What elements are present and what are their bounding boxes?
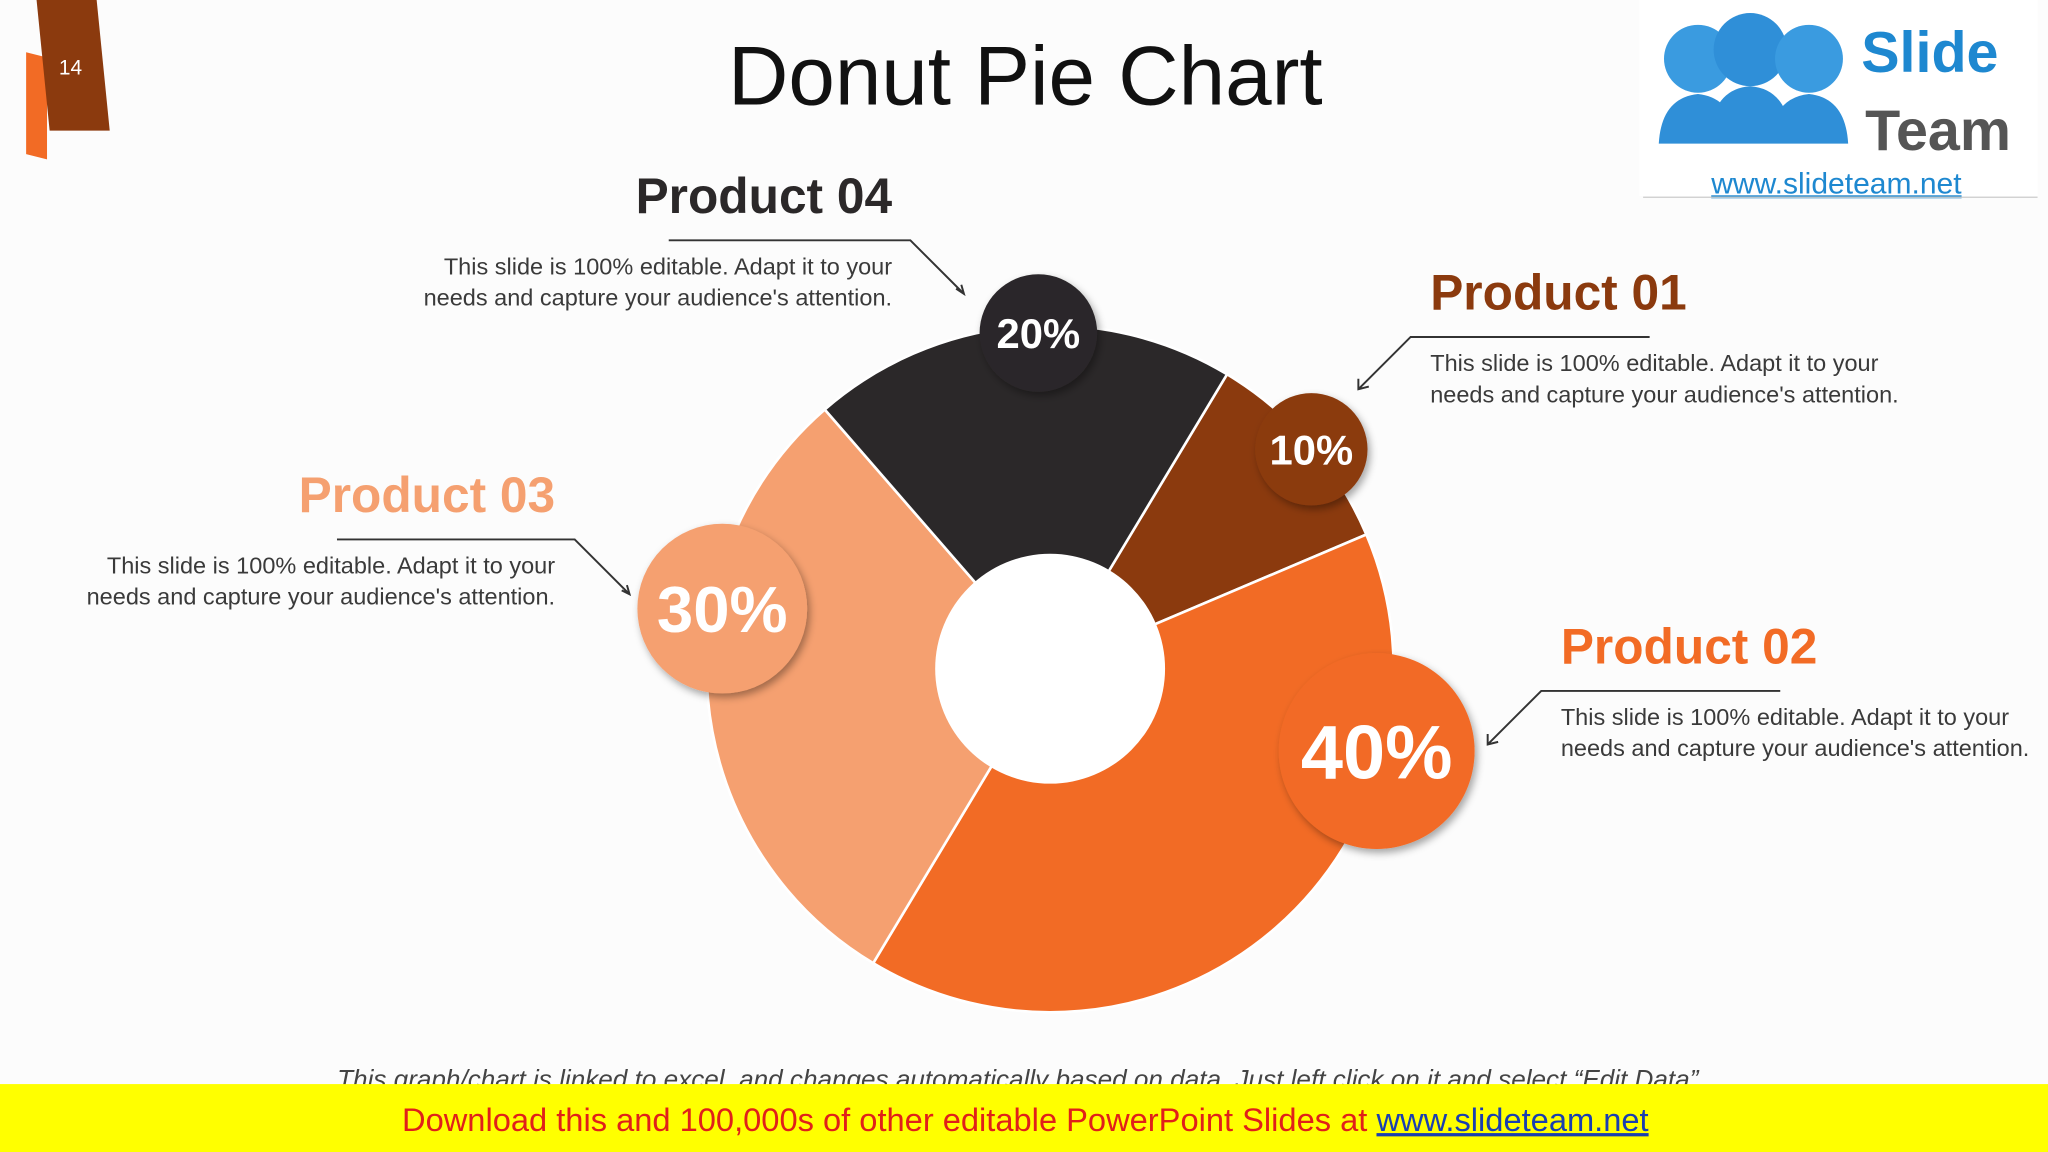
- category-title: Product 02: [1560, 620, 1818, 676]
- logo-text: Team: [1865, 99, 2011, 163]
- description: This slide is 100% editable. Adapt it to…: [86, 552, 556, 610]
- donut: 10% 40% 30% 20%: [637, 274, 1475, 1014]
- value-badge: [1255, 393, 1368, 506]
- logo-icon: [1713, 13, 1787, 87]
- leader: [336, 538, 632, 597]
- description: This slide is 100% editable. Adapt it to…: [423, 253, 893, 311]
- callouts: [336, 239, 1781, 746]
- value-badge: [637, 523, 808, 694]
- leader: [668, 239, 966, 297]
- value-label: 20%: [997, 310, 1081, 357]
- logo: Slide Team www.slideteam.net: [1639, 0, 2038, 200]
- value-badge: [979, 274, 1098, 392]
- category-title: Product 01: [1430, 266, 1687, 322]
- description: This slide is 100% editable. Adapt it to…: [1430, 350, 1899, 407]
- leader: [1357, 335, 1650, 391]
- logo-url: www.slideteam.net: [1710, 167, 1962, 200]
- banner: [0, 1084, 2048, 1152]
- banner-text: Download this and 100,000s of other edit…: [402, 1101, 1649, 1138]
- banner-text: Download this and 100,000s of other edit…: [402, 1101, 1367, 1138]
- logo-icon: [1658, 86, 1849, 144]
- tag-accent: [26, 52, 48, 160]
- tag: [36, 0, 110, 131]
- slice: [705, 407, 1052, 965]
- value-label: 40%: [1301, 710, 1453, 795]
- slide-number: 14: [59, 56, 82, 79]
- slice: [871, 532, 1395, 1014]
- leader: [1486, 689, 1781, 746]
- category-title: Product 04: [635, 169, 893, 225]
- value-label: 10%: [1270, 426, 1354, 473]
- description: This slide is 100% editable. Adapt it to…: [1560, 703, 2030, 761]
- banner-link[interactable]: www.slideteam.net: [1375, 1101, 1648, 1138]
- donut-hole: [935, 553, 1166, 784]
- logo-text: Slide: [1861, 21, 1998, 85]
- value-label: 30%: [657, 573, 788, 646]
- logo-icon: [1775, 24, 1843, 93]
- value-badge: [1278, 653, 1475, 849]
- chart-title: Donut Pie Chart: [728, 28, 1323, 122]
- category-title: Product 03: [298, 468, 556, 524]
